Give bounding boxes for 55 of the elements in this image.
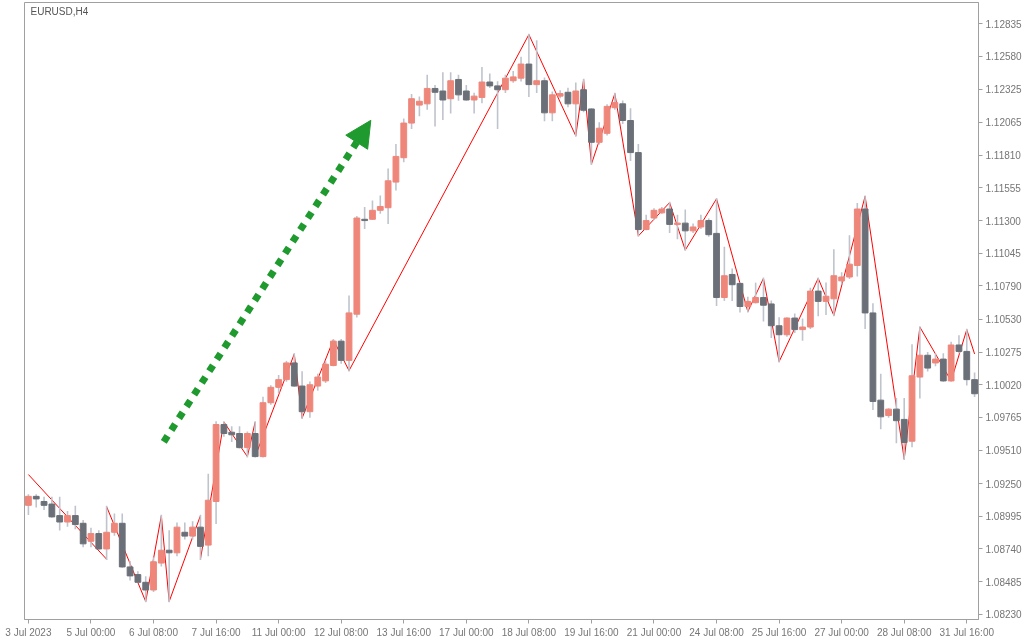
y-tick-label: 1.08995: [985, 511, 1023, 523]
y-tick-label: 1.11810: [985, 150, 1022, 162]
candlestick: [181, 522, 189, 540]
candlestick: [243, 431, 251, 458]
candlestick: [666, 201, 674, 233]
x-tick-label: 7 Jul 16:00: [191, 626, 241, 638]
x-tick-label: 24 Jul 08:00: [689, 626, 745, 638]
x-tick-label: 17 Jul 00:00: [439, 626, 494, 638]
candlestick: [165, 530, 173, 603]
y-tick-label: 1.09250: [985, 478, 1023, 490]
y-tick-label: 1.08230: [985, 609, 1023, 621]
candlestick: [25, 494, 32, 516]
y-tick-label: 1.12580: [985, 51, 1023, 63]
candlestick: [939, 353, 947, 382]
candlestick: [447, 72, 455, 114]
x-tick-label: 6 Jul 08:00: [129, 626, 179, 638]
y-tick-label: 1.09510: [985, 445, 1023, 457]
y-tick-label: 1.12065: [985, 117, 1023, 129]
x-tick-label: 25 Jul 16:00: [751, 626, 807, 638]
candlestick: [814, 277, 822, 317]
candlestick: [674, 214, 681, 240]
y-tick-label: 1.11555: [985, 182, 1022, 194]
y-tick-label: 1.08740: [985, 543, 1023, 555]
y-tick-label: 1.10020: [985, 379, 1023, 391]
candlestick: [361, 206, 369, 230]
x-tick-label: 13 Jul 16:00: [376, 626, 432, 638]
candlestick: [32, 494, 40, 508]
chart-title: EURUSD,H4: [30, 5, 89, 17]
y-tick-label: 1.12835: [985, 18, 1023, 30]
candlestick: [337, 339, 345, 364]
candlestick: [251, 421, 259, 458]
x-tick-label: 27 Jul 00:00: [814, 626, 870, 638]
y-tick-label: 1.08485: [985, 576, 1023, 588]
candlestick: [720, 246, 728, 301]
x-tick-label: 31 Jul 16:00: [939, 626, 995, 638]
y-tick-label: 1.10790: [985, 280, 1023, 292]
y-tick-label: 1.11300: [985, 215, 1022, 227]
x-tick-label: 19 Jul 16:00: [564, 626, 620, 638]
y-tick-label: 1.10275: [985, 347, 1023, 359]
y-tick-label: 1.09765: [985, 412, 1023, 424]
x-tick-label: 3 Jul 2023: [5, 626, 52, 638]
candlestick: [533, 40, 541, 94]
x-tick-label: 5 Jul 00:00: [66, 626, 116, 638]
x-tick-label: 28 Jul 08:00: [876, 626, 932, 638]
x-tick-label: 21 Jul 00:00: [626, 626, 682, 638]
y-tick-label: 1.12325: [985, 84, 1023, 96]
x-tick-label: 18 Jul 08:00: [501, 626, 557, 638]
x-tick-label: 11 Jul 00:00: [251, 626, 306, 638]
candlestick: [197, 514, 204, 561]
candlestick: [525, 33, 533, 97]
y-tick-label: 1.11045: [985, 248, 1022, 260]
candlestick: [572, 82, 580, 137]
x-tick-label: 12 Jul 08:00: [313, 626, 369, 638]
candlestick: [681, 209, 689, 251]
y-tick-label: 1.10530: [985, 314, 1023, 326]
